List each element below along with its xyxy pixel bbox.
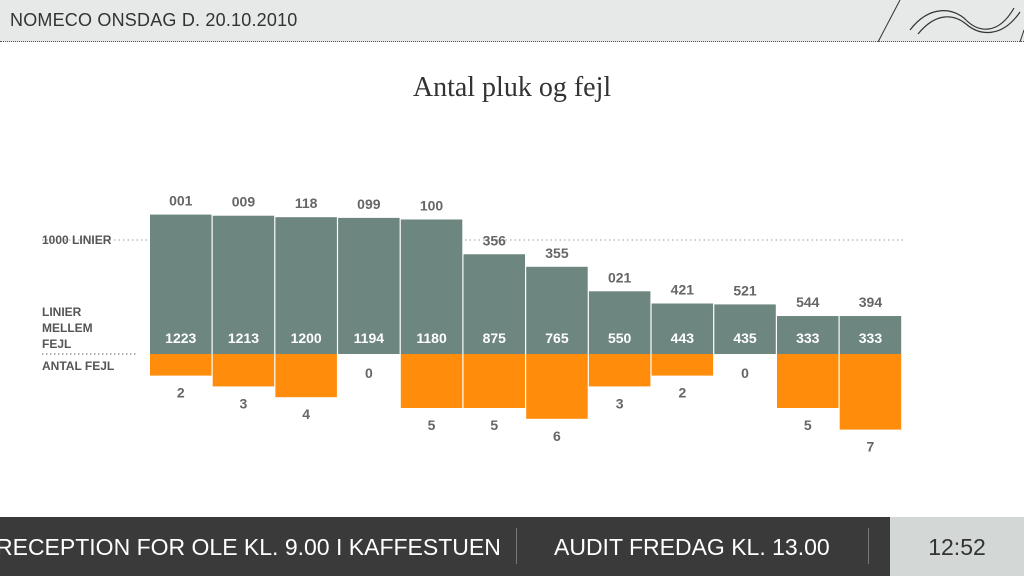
errors-bar — [275, 354, 337, 398]
lines-between-errors-label: LINIER — [42, 305, 82, 319]
clock-panel: 12:52 — [890, 517, 1024, 576]
lines-bar — [150, 214, 212, 354]
lines-bar — [338, 217, 400, 354]
errors-value-label: 2 — [177, 385, 185, 401]
header-divider — [0, 41, 1024, 42]
errors-bar — [526, 354, 588, 419]
errors-bar — [588, 354, 651, 387]
clock: 12:52 — [928, 534, 986, 560]
lines-bar — [526, 266, 588, 354]
lines-value-label: 550 — [608, 330, 632, 346]
lines-value-label: 875 — [483, 330, 507, 346]
errors-bar — [777, 354, 839, 408]
category-label: 394 — [859, 294, 883, 310]
lines-value-label: 765 — [545, 330, 569, 346]
chart-title: Antal pluk og fejl — [412, 72, 612, 103]
errors-bar — [463, 354, 525, 408]
category-label: 021 — [608, 269, 632, 285]
category-label: 100 — [420, 197, 444, 213]
category-label: 544 — [796, 294, 820, 310]
reference-line-label: 1000 LINIER — [42, 233, 112, 247]
lines-value-label: 1200 — [291, 330, 322, 346]
lines-bar — [714, 304, 776, 354]
errors-value-label: 4 — [302, 406, 310, 422]
news-ticker: RECEPTION FOR OLE KL. 9.00 I KAFFESTUEN … — [0, 517, 890, 576]
errors-value-label: 5 — [804, 417, 812, 433]
errors-bar — [839, 354, 902, 430]
errors-value-label: 7 — [867, 439, 875, 455]
lines-value-label: 1180 — [416, 330, 447, 346]
lines-bar — [839, 316, 902, 354]
category-label: 001 — [169, 193, 193, 209]
lines-bar — [777, 316, 839, 354]
lines-bar — [212, 215, 275, 354]
category-label: 421 — [671, 281, 695, 297]
errors-value-label: 3 — [616, 395, 624, 411]
lines-bar — [275, 217, 337, 354]
lines-value-label: 1213 — [228, 330, 259, 346]
lines-value-label: 333 — [796, 330, 820, 346]
lines-value-label: 443 — [671, 330, 695, 346]
errors-value-label: 3 — [240, 395, 248, 411]
lines-bar — [588, 291, 651, 354]
errors-value-label: 0 — [365, 365, 373, 381]
ticker-item-audit: AUDIT FREDAG KL. 13.00 — [554, 534, 830, 560]
header-title: NOMECO ONSDAG D. 20.10.2010 — [10, 10, 298, 30]
lines-value-label: 435 — [733, 330, 757, 346]
lines-between-errors-label: FEJL — [42, 337, 71, 351]
lines-bar — [463, 254, 525, 354]
lines-between-errors-label: MELLEM — [42, 321, 93, 335]
category-label: 099 — [357, 196, 381, 212]
error-count-label: ANTAL FEJL — [42, 359, 114, 373]
bar-chart: 1000 LINIER LINIER MELLEM FEJL ANTAL FEJL 122… — [42, 193, 904, 455]
lines-bar — [400, 219, 463, 354]
category-label: 118 — [295, 195, 318, 211]
wave-logo-icon — [877, 0, 1024, 42]
errors-value-label: 5 — [490, 417, 498, 433]
lines-value-label: 1223 — [165, 330, 196, 346]
category-label: 521 — [733, 282, 757, 298]
lines-value-label: 333 — [859, 330, 883, 346]
category-label: 356 — [483, 232, 507, 248]
errors-bar — [400, 354, 463, 408]
errors-value-label: 6 — [553, 428, 561, 444]
errors-bar — [150, 354, 212, 376]
errors-value-label: 5 — [428, 417, 436, 433]
ticker-separator — [868, 528, 869, 564]
errors-value-label: 0 — [741, 365, 749, 381]
lines-value-label: 1194 — [354, 330, 385, 346]
errors-value-label: 2 — [678, 385, 686, 401]
header-bar: NOMECO ONSDAG D. 20.10.2010 — [0, 0, 1024, 42]
category-label: 355 — [545, 245, 569, 261]
category-label: 009 — [232, 194, 256, 210]
ticker-item-reception: RECEPTION FOR OLE KL. 9.00 I KAFFESTUEN — [0, 534, 501, 560]
errors-bar — [212, 354, 275, 387]
errors-bar — [651, 354, 714, 376]
lines-bar — [651, 303, 714, 354]
ticker-separator — [516, 528, 517, 564]
